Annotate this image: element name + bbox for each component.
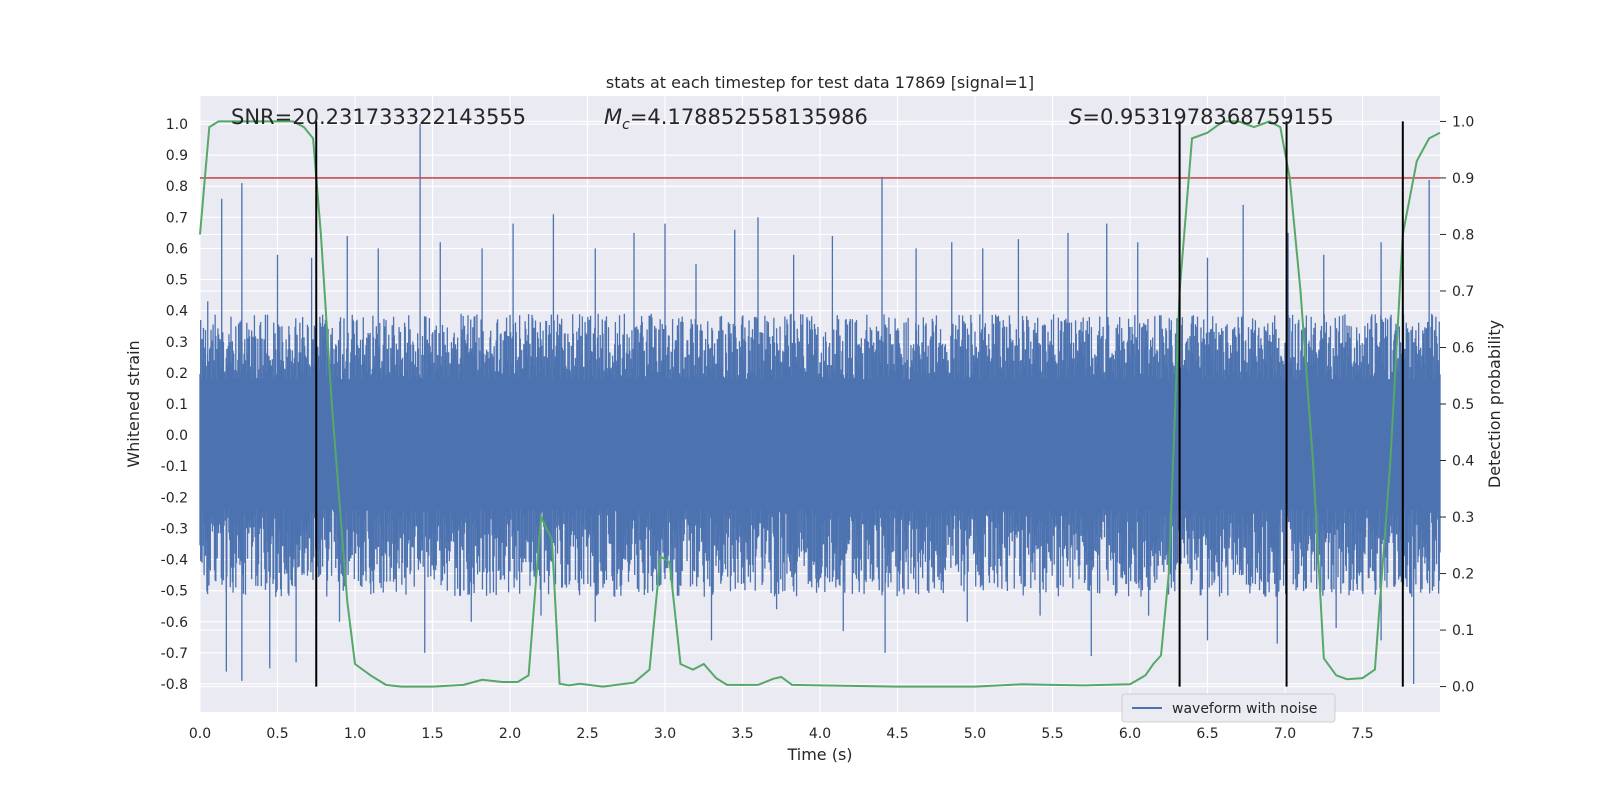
y-tick-label-right: 0.8 (1452, 227, 1474, 243)
chirp-mass-subscript: c (622, 117, 630, 133)
y-tick-label-left: -0.5 (161, 584, 188, 600)
y-tick-label-left: -0.1 (161, 459, 188, 475)
x-tick-label: 3.5 (731, 726, 753, 742)
legend: waveform with noise (1121, 693, 1336, 723)
chart-title: stats at each timestep for test data 178… (606, 73, 1034, 92)
chirp-mass-annotation: Mc=4.178852558135986 (604, 105, 868, 133)
y-tick-label-right: 0.1 (1452, 623, 1474, 639)
score-symbol: S (1069, 105, 1082, 129)
y-tick-label-left: -0.2 (161, 490, 188, 506)
score-annotation: S=0.9531978368759155 (1069, 105, 1334, 129)
y-tick-label-left: 0.8 (166, 179, 188, 195)
chirp-mass-value: =4.178852558135986 (630, 105, 868, 129)
x-tick-label: 5.0 (964, 726, 986, 742)
y-tick-label-left: 0.2 (166, 366, 188, 382)
axes: 0.0 0.5 1.0 1.5 2.0 2.5 3.0 3.5 4.0 4.5 5.0 5.5 6.0 6… (161, 114, 1475, 742)
x-tick-label: 4.5 (886, 726, 908, 742)
x-tick-label: 6.0 (1119, 726, 1141, 742)
score-value: =0.9531978368759155 (1082, 105, 1333, 129)
y-tick-label-right: 0.0 (1452, 680, 1474, 696)
y-tick-label-right: 0.3 (1452, 510, 1474, 526)
snr-annotation: SNR=20.231733322143555 (231, 105, 526, 129)
y-tick-label-left: 0.6 (166, 241, 188, 257)
y-tick-label-right: 0.2 (1452, 567, 1474, 583)
x-tick-label: 2.0 (499, 726, 521, 742)
x-tick-label: 5.5 (1041, 726, 1063, 742)
y-tick-label-left: -0.3 (161, 521, 188, 537)
legend-label-waveform: waveform with noise (1172, 701, 1317, 717)
chirp-mass-symbol: M (604, 105, 622, 129)
event-lines (315, 121, 1404, 687)
y-tick-label-right: 0.7 (1452, 284, 1474, 300)
y-tick-label-left: -0.8 (161, 677, 188, 693)
x-tick-label: 1.5 (421, 726, 443, 742)
y-tick-label-left: 0.9 (166, 148, 188, 164)
y-tick-label-left: 0.3 (166, 335, 188, 351)
x-tick-label: 4.0 (809, 726, 831, 742)
x-tick-label: 3.0 (654, 726, 676, 742)
y-tick-label-left: 0.0 (166, 428, 188, 444)
y-tick-label-right: 0.6 (1452, 340, 1474, 356)
y-tick-label-right: 0.9 (1452, 171, 1474, 187)
waveform-series (199, 124, 1441, 684)
x-tick-label: 1.0 (344, 726, 366, 742)
y-tick-label-left: 0.7 (166, 210, 188, 226)
x-tick-label: 7.5 (1351, 726, 1373, 742)
probability-series (199, 120, 1441, 688)
y-tick-label-left: -0.7 (161, 646, 188, 662)
waveform-core-band (200, 379, 1440, 510)
y-tick-label-left: 0.1 (166, 397, 188, 413)
y-tick-label-left: -0.4 (161, 553, 188, 569)
x-tick-label: 0.5 (266, 726, 288, 742)
legend-box (1121, 693, 1336, 723)
x-axis-title: Time (s) (786, 745, 852, 764)
detection-probability-line (199, 120, 1441, 688)
x-tick-label: 7.0 (1274, 726, 1296, 742)
y-tick-label-left: 1.0 (166, 117, 188, 133)
y-tick-label-right: 0.5 (1452, 397, 1474, 413)
x-tick-label: 0.0 (189, 726, 211, 742)
y-axis-title-right: Detection probability (1485, 320, 1504, 488)
y-tick-label-left: 0.4 (166, 304, 188, 320)
x-tick-label: 2.5 (576, 726, 598, 742)
y-tick-label-left: -0.6 (161, 615, 188, 631)
y-tick-label-right: 1.0 (1452, 114, 1474, 130)
y-axis-title-left: Whitened strain (124, 340, 143, 467)
y-tick-label-right: 0.4 (1452, 454, 1474, 470)
x-tick-label: 6.5 (1196, 726, 1218, 742)
y-tick-label-left: 0.5 (166, 273, 188, 289)
